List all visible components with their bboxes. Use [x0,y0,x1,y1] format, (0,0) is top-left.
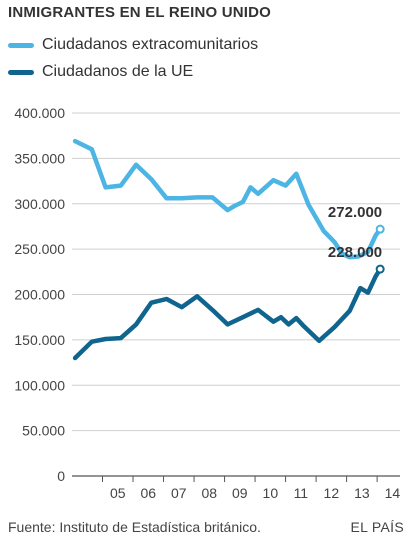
y-tick-label: 250.000 [14,241,65,257]
x-tick-label: 11 [294,485,309,501]
end-value-label: 228.000 [328,244,382,261]
x-tick-label: 10 [263,485,279,501]
x-tick-label: 08 [202,485,218,501]
legend-item-extracomunitarios: Ciudadanos extracomunitarios [8,36,258,54]
x-tick-label: 14 [385,485,401,501]
y-tick-label: 350.000 [14,150,65,166]
brand-label: EL PAÍS [350,519,404,535]
legend-label-ue: Ciudadanos de la UE [42,63,194,80]
x-tick-label: 12 [324,485,340,501]
y-tick-label: 300.000 [14,196,65,212]
legend-swatch-extracomunitarios [8,42,34,48]
end-value-label: 272.000 [328,204,382,221]
y-tick-label: 200.000 [14,287,65,303]
chart-title: INMIGRANTES EN EL REINO UNIDO [8,4,272,21]
x-tick-label: 13 [354,485,370,501]
y-tick-label: 100.000 [14,377,65,393]
y-tick-label: 400.000 [14,105,65,121]
end-point-marker [375,264,385,274]
series-line-ue [72,266,383,361]
x-tick-label: 05 [110,485,126,501]
x-tick-label: 09 [232,485,248,501]
y-tick-label: 150.000 [14,332,65,348]
legend-item-ue: Ciudadanos de la UE [8,63,193,81]
x-tick-label: 06 [140,485,156,501]
legend-swatch-ue [8,69,34,75]
legend-label-extracomunitarios: Ciudadanos extracomunitarios [42,36,259,53]
source-note: Fuente: Instituto de Estadística británi… [8,519,261,535]
x-tick-label: 07 [171,485,187,501]
y-tick-label: 50.000 [22,423,65,439]
end-point-marker [375,224,385,234]
series-line-extracomunitarios [72,138,383,260]
y-tick-label: 0 [57,468,65,484]
